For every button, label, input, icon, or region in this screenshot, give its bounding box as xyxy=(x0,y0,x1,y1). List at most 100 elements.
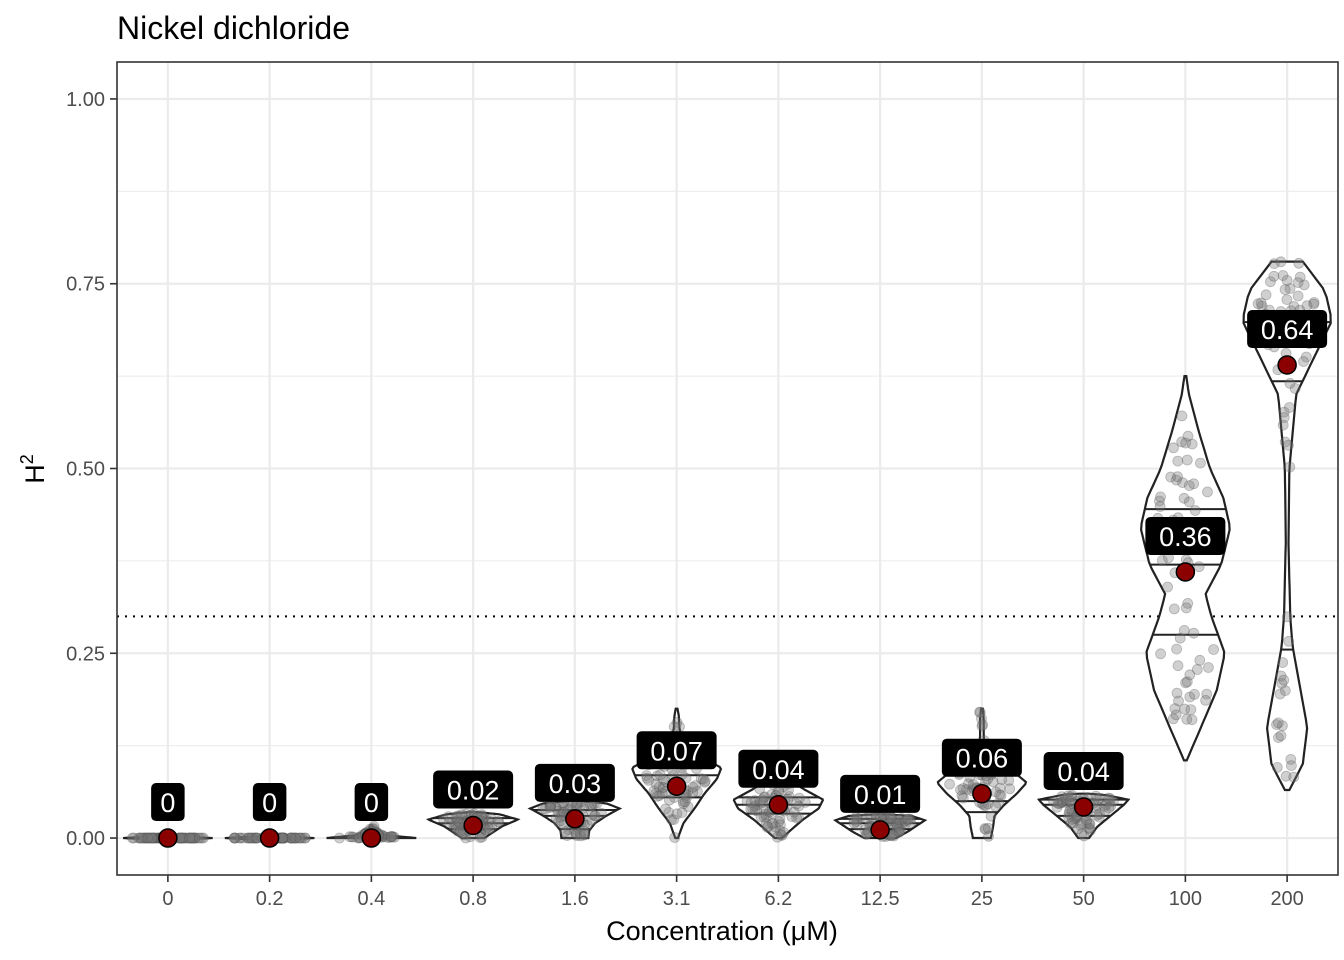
jitter-point xyxy=(1076,828,1088,840)
jitter-point xyxy=(178,832,190,844)
jitter-point xyxy=(492,816,504,827)
jitter-point xyxy=(136,832,148,844)
value-label-text: 0.02 xyxy=(447,775,500,805)
jitter-point xyxy=(1284,283,1296,295)
jitter-point xyxy=(1179,703,1191,715)
jitter-point xyxy=(651,770,663,782)
jitter-point xyxy=(1275,670,1287,682)
jitter-point xyxy=(144,832,156,844)
jitter-point xyxy=(285,832,297,844)
y-axis-title: H2 xyxy=(17,454,50,484)
jitter-point xyxy=(192,832,204,844)
jitter-point xyxy=(752,799,764,811)
jitter-point xyxy=(905,817,917,828)
value-label-box xyxy=(534,763,615,802)
jitter-point xyxy=(290,832,301,844)
jitter-point xyxy=(142,832,154,844)
jitter-point xyxy=(144,832,156,844)
jitter-point xyxy=(183,832,194,844)
jitter-point xyxy=(976,720,988,732)
jitter-point xyxy=(1172,660,1184,672)
mean-point xyxy=(463,815,483,836)
jitter-point xyxy=(146,832,158,844)
jitter-point xyxy=(860,828,872,840)
jitter-point xyxy=(650,788,662,799)
jitter-point xyxy=(537,803,549,815)
jitter-point xyxy=(293,832,305,844)
jitter-point xyxy=(1275,730,1287,742)
jitter-point xyxy=(641,770,652,781)
jitter-point xyxy=(1276,678,1288,689)
jitter-point xyxy=(851,819,863,831)
jitter-point xyxy=(654,769,666,781)
jitter-point xyxy=(1056,791,1068,803)
jitter-point xyxy=(891,814,902,826)
jitter-point xyxy=(1286,760,1297,771)
jitter-point xyxy=(1171,687,1183,699)
jitter-point xyxy=(450,811,462,823)
value-label-box xyxy=(636,731,717,770)
mean-point xyxy=(1175,562,1196,582)
jitter-point xyxy=(1181,454,1193,466)
y-tick-label: 0.00 xyxy=(66,828,105,850)
jitter-point xyxy=(1272,717,1284,729)
jitter-point xyxy=(1103,792,1114,804)
value-label-box xyxy=(738,749,819,788)
jitter-point xyxy=(294,832,306,844)
jitter-point xyxy=(229,832,241,844)
jitter-point xyxy=(695,773,707,785)
jitter-point xyxy=(1078,830,1090,842)
jitter-point xyxy=(1271,719,1282,730)
jitter-point xyxy=(385,831,397,843)
jitter-point xyxy=(767,817,779,829)
jitter-point xyxy=(994,789,1005,801)
jitter-point xyxy=(1051,801,1063,813)
jitter-point xyxy=(452,822,464,834)
jitter-point xyxy=(388,831,400,843)
jitter-point xyxy=(180,832,192,844)
jitter-point xyxy=(1105,800,1116,812)
jitter-point xyxy=(1298,279,1310,291)
value-label: 0.04 xyxy=(738,749,819,788)
jitter-point xyxy=(1061,792,1073,804)
jitter-point xyxy=(690,780,701,791)
jitter-point xyxy=(140,832,152,844)
jitter-point xyxy=(1059,793,1071,804)
jitter-point xyxy=(1289,383,1301,394)
jitter-point xyxy=(891,825,902,837)
jitter-point xyxy=(697,773,709,785)
jitter-point xyxy=(900,818,911,829)
jitter-point xyxy=(559,826,571,837)
jitter-point xyxy=(1284,402,1295,413)
jitter-point xyxy=(668,814,680,825)
jitter-point xyxy=(974,707,986,718)
jitter-point xyxy=(185,832,197,844)
y-axis-title-superscript: 2 xyxy=(17,454,37,464)
value-label-text: 0.04 xyxy=(1057,757,1110,787)
jitter-point xyxy=(794,792,805,804)
jitter-point xyxy=(285,832,297,844)
jitter-point xyxy=(974,706,985,718)
jitter-point xyxy=(681,792,692,803)
jitter-point xyxy=(859,824,871,836)
jitter-point xyxy=(757,797,769,808)
jitter-point xyxy=(1181,713,1193,725)
jitter-point xyxy=(1065,791,1077,803)
value-label-text: 0.06 xyxy=(956,744,1009,774)
violin-group xyxy=(1139,375,1231,762)
jitter-point xyxy=(279,832,291,844)
jitter-point xyxy=(1098,801,1110,812)
value-label-text: 0 xyxy=(364,788,379,818)
jitter-point xyxy=(897,818,908,829)
jitter-point xyxy=(660,803,671,815)
jitter-point xyxy=(799,797,811,808)
jitter-point xyxy=(1191,664,1203,675)
jitter-point xyxy=(187,832,198,844)
mean-point xyxy=(158,828,178,848)
jitter-point xyxy=(1171,643,1182,655)
jitter-point xyxy=(1092,794,1104,805)
violin-group xyxy=(832,809,928,842)
jitter-point xyxy=(793,800,805,812)
jitter-point xyxy=(759,791,771,803)
